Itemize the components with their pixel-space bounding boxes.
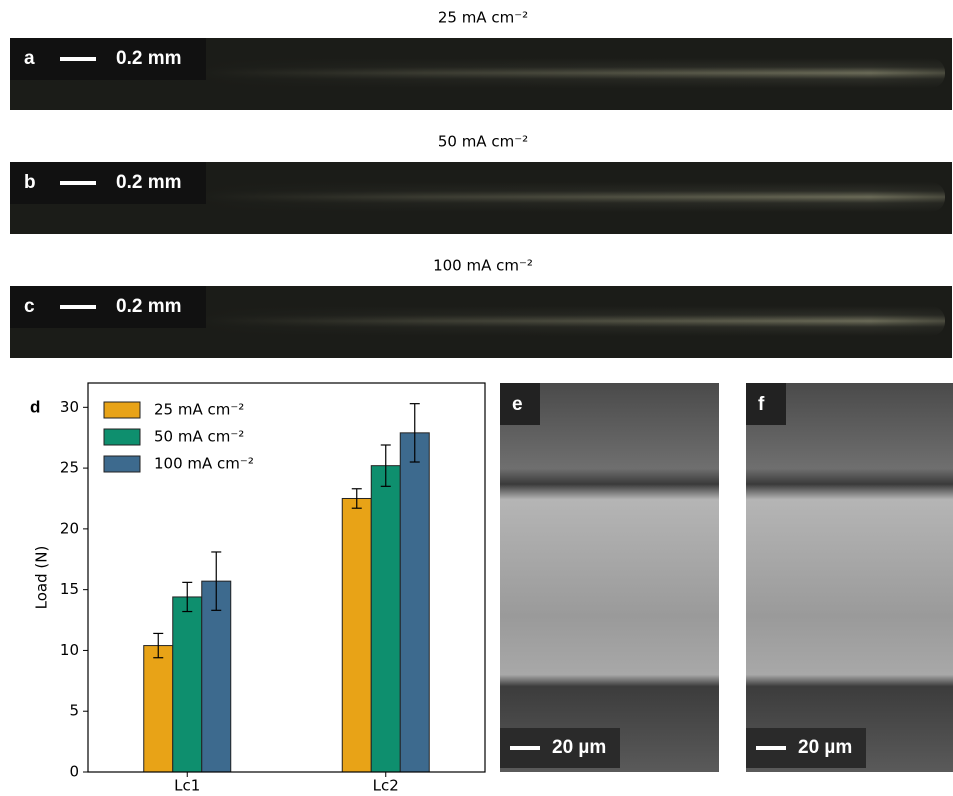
- scale-label: 20 µm: [798, 737, 852, 758]
- groove-fade: [200, 304, 945, 338]
- panel-label: a: [24, 48, 35, 69]
- bar: [371, 466, 400, 772]
- panel-label: b: [24, 172, 36, 193]
- legend-label: 50 mA cm⁻²: [154, 428, 244, 446]
- y-tick-label: 10: [60, 641, 79, 659]
- bar: [342, 498, 371, 772]
- optical-panels: 25 mA cm⁻² a 0.2 mm 50 mA cm⁻² b 0.2 mm 100 mA…: [10, 9, 952, 359]
- y-tick-label: 30: [60, 398, 79, 416]
- scale-bar: [60, 57, 96, 61]
- legend-label: 100 mA cm⁻²: [154, 455, 254, 473]
- scale-bar: [60, 181, 96, 185]
- panel-title: 100 mA cm⁻²: [433, 257, 533, 275]
- scale-label: 20 µm: [552, 737, 606, 758]
- y-tick-label: 15: [60, 580, 79, 598]
- panel-label: c: [24, 296, 35, 317]
- label-box: [746, 383, 786, 425]
- y-tick-label: 0: [69, 763, 79, 781]
- panel-label: f: [758, 394, 765, 415]
- sem-image: [746, 383, 953, 772]
- legend-swatch: [104, 429, 140, 445]
- sem-panels: e 20 µm f 20 µm: [500, 383, 953, 772]
- bar: [400, 433, 429, 772]
- bar: [144, 646, 173, 772]
- figure: 25 mA cm⁻² a 0.2 mm 50 mA cm⁻² b 0.2 mm 100 mA…: [0, 0, 953, 792]
- x-tick-label: Lc2: [373, 777, 399, 793]
- legend-swatch: [104, 402, 140, 418]
- y-tick-label: 20: [60, 519, 79, 537]
- scale-label: 0.2 mm: [116, 296, 181, 317]
- groove-fade: [200, 56, 945, 90]
- sem-image: [500, 383, 719, 772]
- bar: [173, 597, 202, 772]
- y-tick-label: 5: [69, 702, 79, 720]
- bar-chart: d Load (N) 0 5 10 15 20 25 30 Lc1 Lc2 25 mA cm⁻² 50 …: [30, 383, 485, 792]
- x-tick-label: Lc1: [174, 777, 200, 793]
- y-axis-label: Load (N): [33, 546, 51, 610]
- groove-fade: [200, 180, 945, 214]
- panel-label: e: [512, 394, 523, 415]
- legend-swatch: [104, 456, 140, 472]
- panel-label: d: [30, 397, 40, 416]
- panel-title: 50 mA cm⁻²: [438, 133, 528, 151]
- legend-label: 25 mA cm⁻²: [154, 401, 244, 419]
- panel-title: 25 mA cm⁻²: [438, 9, 528, 27]
- scale-bar: [60, 305, 96, 309]
- scale-bar: [756, 746, 786, 750]
- y-tick-label: 25: [60, 459, 79, 477]
- scale-label: 0.2 mm: [116, 48, 181, 69]
- scale-bar: [510, 746, 540, 750]
- scale-label: 0.2 mm: [116, 172, 181, 193]
